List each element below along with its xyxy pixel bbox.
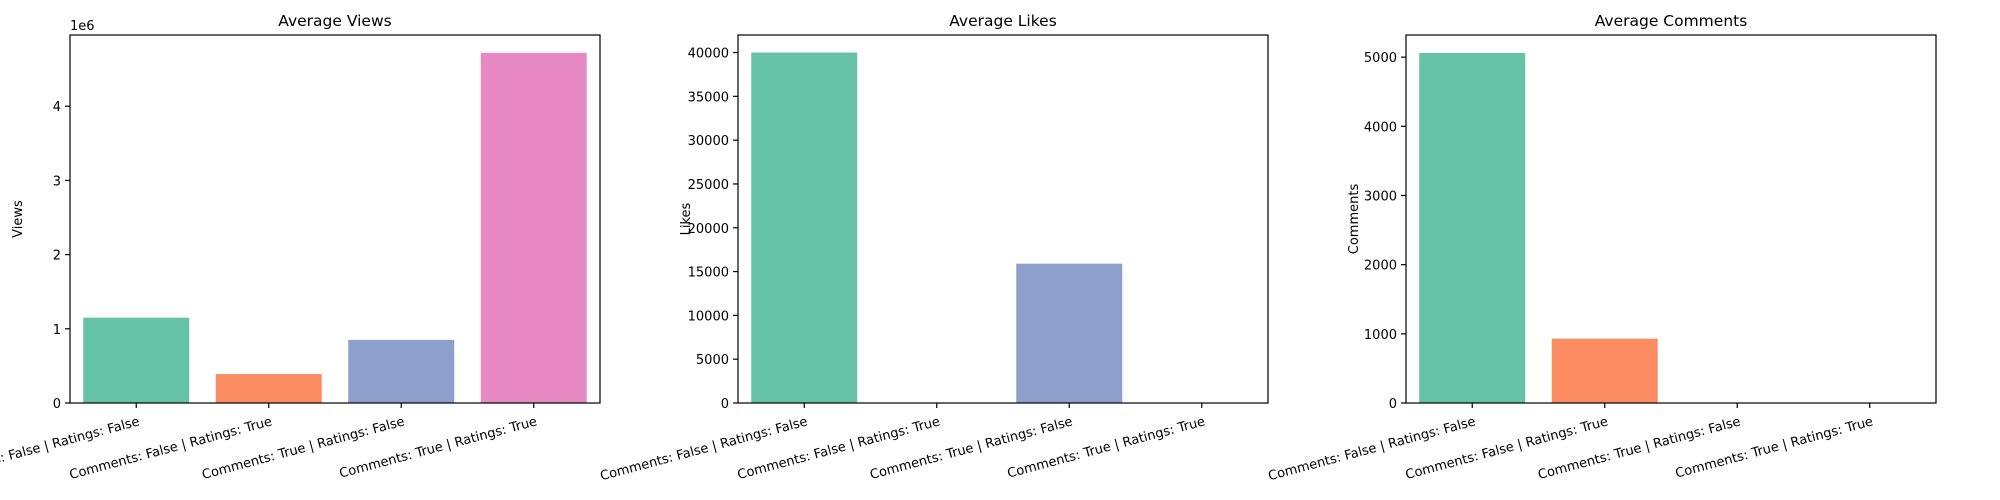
bar [1551, 338, 1658, 403]
bar [1016, 263, 1123, 403]
bar [348, 339, 455, 403]
y-axis-label: Likes [679, 202, 694, 235]
y-tick-label: 2 [53, 249, 61, 264]
bar [751, 52, 858, 404]
bar [83, 317, 190, 403]
y-tick-label: 0 [1389, 397, 1397, 412]
chart-title: Average Comments [1595, 12, 1748, 30]
y-tick-label: 0 [721, 397, 729, 412]
bar [1419, 52, 1526, 404]
y-tick-label: 4 [53, 100, 61, 115]
axes-frame [737, 34, 1269, 404]
y-tick-label: 3 [53, 174, 61, 189]
bar [480, 52, 587, 403]
y-tick-label: 25000 [688, 178, 729, 193]
y-tick-label: 20000 [688, 222, 729, 237]
y-tick-label: 4000 [1364, 120, 1397, 135]
y-axis-label: Views [11, 200, 26, 238]
axes-frame [69, 34, 601, 404]
y-tick-label: 3000 [1364, 189, 1397, 204]
chart-panel-2: 0 5000 10000 15000 20000 25000 30000 35000 40000… [599, 12, 1269, 484]
y-tick-label: 5000 [1364, 51, 1397, 66]
y-tick-label: 5000 [696, 353, 729, 368]
y-tick-label: 30000 [688, 134, 729, 149]
y-tick-label: 2000 [1364, 259, 1397, 274]
axes-frame [1405, 34, 1937, 404]
y-axis-label: Comments [1347, 184, 1362, 255]
y-tick-label: 0 [53, 397, 61, 412]
y-tick-label: 15000 [688, 266, 729, 281]
chart-title: Average Views [278, 12, 391, 30]
x-tick-label: Comments: False | Ratings: False [1267, 414, 1478, 484]
y-tick-label: 35000 [688, 90, 729, 105]
chart-title: Average Likes [949, 12, 1057, 30]
y-tick-label: 1 [53, 323, 61, 338]
y-tick-label: 10000 [688, 309, 729, 324]
y-tick-label: 40000 [688, 47, 729, 62]
x-tick-label: Comments: False | Ratings: False [599, 414, 810, 484]
chart-panel-3: 0 1000 2000 3000 4000 5000 Comments: False | R… [1267, 12, 1937, 484]
y-offset-label: 1e6 [70, 19, 95, 34]
y-tick-label: 1000 [1364, 328, 1397, 343]
bar [215, 374, 322, 403]
